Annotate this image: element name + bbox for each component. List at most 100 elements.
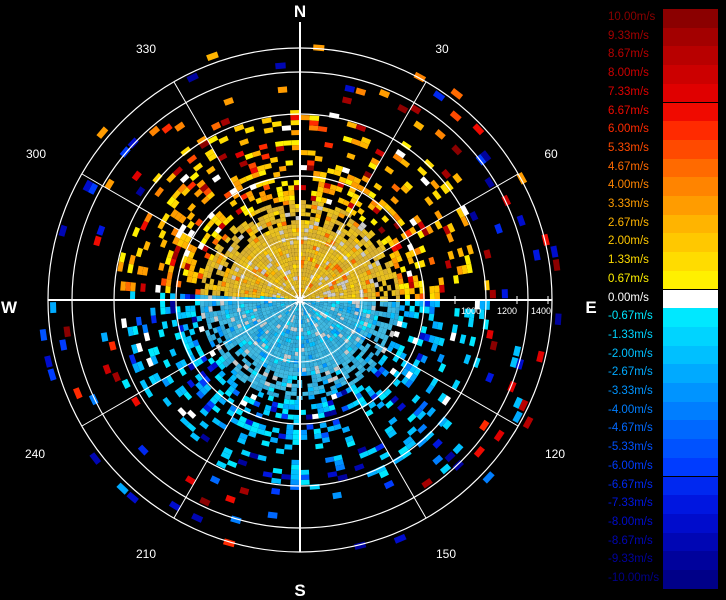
echo-cell (333, 242, 339, 248)
echo-cell (272, 294, 277, 298)
echo-cell (341, 237, 348, 244)
echo-cell (319, 388, 326, 394)
echo-cell (393, 250, 401, 258)
echo-cell (272, 345, 277, 351)
echo-cell (210, 215, 219, 223)
echo-cell (408, 282, 415, 289)
echo-cell (287, 307, 292, 311)
echo-cell (198, 267, 205, 275)
echo-cell (252, 300, 257, 304)
echo-cell (271, 121, 282, 128)
echo-cell (282, 336, 287, 342)
legend-swatch (663, 270, 718, 290)
legend-row: 8.00m/s (606, 65, 718, 84)
echo-cell (204, 265, 211, 272)
echo-cell (271, 340, 276, 345)
echo-cell (260, 252, 266, 259)
echo-cell (279, 369, 285, 375)
echo-cell (252, 276, 258, 281)
echo-cell (204, 312, 210, 319)
echo-cell (333, 275, 338, 280)
echo-cell (211, 230, 219, 239)
echo-cell (327, 302, 332, 307)
echo-cell (282, 345, 287, 350)
echo-cell (423, 158, 435, 170)
echo-cell (272, 305, 278, 309)
echo-cell (341, 273, 347, 279)
echo-cell (322, 223, 329, 229)
echo-cell (251, 360, 259, 367)
echo-cell (254, 313, 260, 318)
echo-cell (437, 337, 445, 347)
echo-cell (307, 232, 313, 238)
echo-cell (338, 349, 344, 355)
echo-cell (406, 270, 413, 278)
echo-cell (269, 215, 276, 222)
echo-cell (288, 278, 292, 283)
echo-cell (329, 325, 334, 330)
echo-cell (284, 350, 289, 355)
echo-cell (329, 309, 335, 315)
echo-cell (244, 320, 250, 326)
echo-cell (342, 260, 348, 266)
echo-cell (285, 337, 289, 343)
echo-cell (295, 315, 299, 320)
echo-cell (340, 330, 346, 336)
echo-cell (307, 300, 312, 303)
echo-cell (469, 211, 479, 222)
echo-cell (288, 296, 293, 299)
echo-cell (131, 396, 141, 407)
echo-cell (213, 392, 222, 401)
echo-cell (343, 364, 350, 371)
echo-cell (309, 216, 316, 222)
echo-cell (332, 418, 341, 426)
echo-cell (464, 254, 472, 265)
echo-cell (449, 110, 462, 122)
echo-cell (378, 392, 387, 401)
echo-cell (377, 358, 385, 367)
echo-cell (311, 354, 316, 359)
echo-cell (271, 477, 282, 484)
echo-cell (212, 284, 218, 291)
echo-cell (278, 320, 284, 326)
echo-cell (314, 340, 319, 346)
echo-cell (337, 354, 343, 361)
echo-cell (265, 325, 271, 330)
echo-cell (399, 158, 411, 168)
echo-cell (287, 375, 293, 380)
echo-cell (317, 186, 324, 193)
echo-cell (260, 303, 265, 309)
echo-cell (321, 432, 330, 439)
echo-cell (304, 314, 309, 319)
echo-cell (393, 330, 400, 338)
echo-cell (315, 293, 320, 297)
echo-cell (256, 225, 264, 232)
echo-cell (357, 446, 368, 454)
echo-cell (330, 306, 336, 312)
echo-cell (321, 350, 327, 356)
echo-cell (479, 309, 485, 320)
legend-label: -6.67m/s (608, 478, 653, 491)
echo-cell (415, 352, 424, 362)
echo-cell (358, 215, 367, 223)
echo-cell (252, 243, 259, 250)
echo-cell (292, 375, 298, 380)
echo-cell (354, 370, 362, 378)
echo-cell (341, 311, 347, 316)
echo-cell (301, 347, 305, 352)
echo-cell (308, 325, 313, 331)
echo-cell (246, 254, 253, 261)
echo-cell (331, 214, 339, 220)
echo-cell (360, 316, 366, 322)
echo-cell (186, 422, 197, 433)
echo-cell (257, 454, 267, 462)
echo-cell (282, 308, 288, 312)
echo-cell (312, 245, 317, 251)
echo-cell (348, 269, 354, 275)
echo-cell (335, 300, 340, 305)
echo-cell (305, 212, 311, 217)
echo-cell (333, 454, 343, 462)
echo-cell (366, 253, 373, 260)
echo-cell (315, 196, 322, 203)
echo-cell (269, 357, 275, 363)
